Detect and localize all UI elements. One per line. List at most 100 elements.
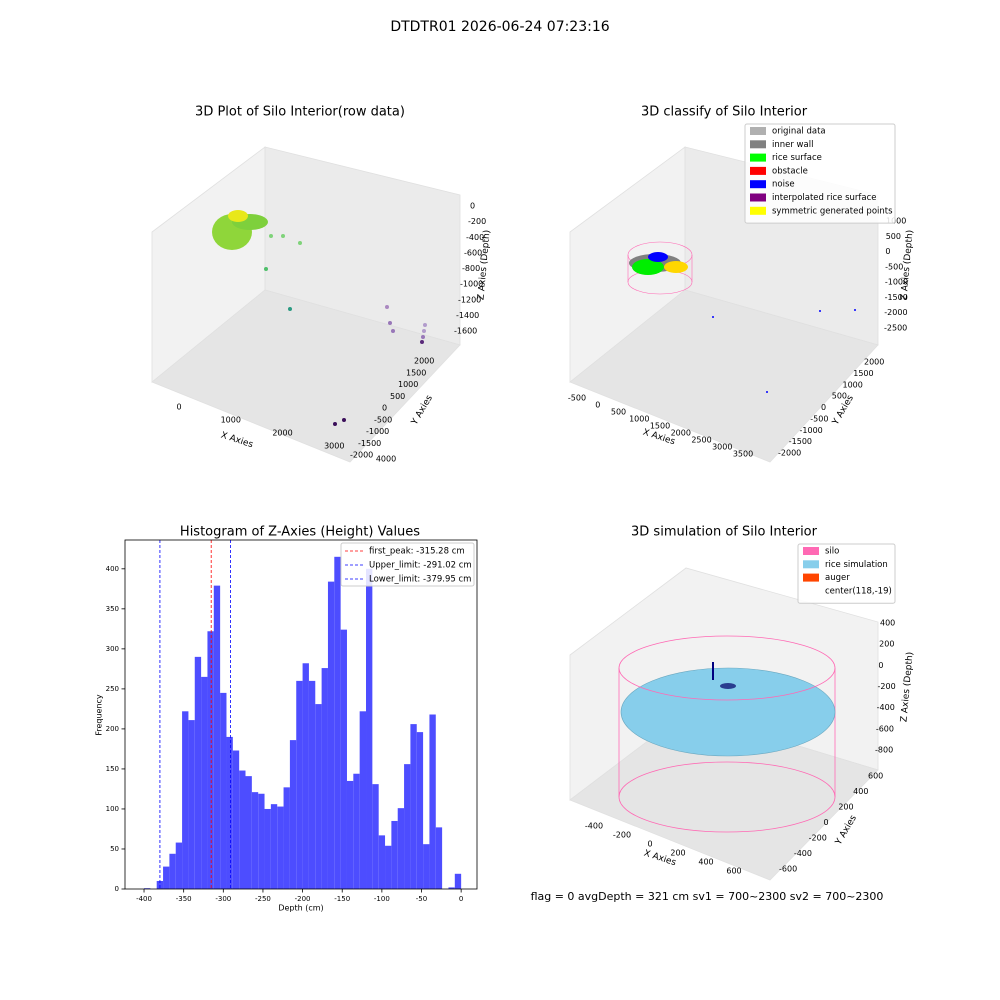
bar	[289, 740, 297, 889]
bar	[334, 556, 341, 889]
bar	[340, 629, 347, 889]
bar	[201, 676, 208, 889]
z-tick-label: -2000	[884, 308, 907, 317]
y-tick-label: 0	[821, 403, 826, 412]
point-cloud	[212, 210, 427, 426]
bar	[182, 711, 189, 889]
x-tick-label: -200	[613, 831, 631, 840]
x-tick-label: -500	[568, 394, 586, 403]
bar	[391, 820, 398, 889]
y-tick-label: 200	[838, 803, 853, 812]
y-tick-label: 2000	[414, 357, 434, 366]
legend-swatch	[803, 560, 819, 569]
bar	[175, 842, 183, 889]
z-tick-label: -500	[885, 262, 903, 271]
x-tick-label: 500	[611, 408, 626, 417]
y-tick-label: 600	[868, 772, 883, 781]
z-tick-label: 1000	[886, 217, 906, 226]
z-tick-label: -400	[877, 703, 895, 712]
y-tick-label: -200	[809, 834, 827, 843]
legend-label: interpolated rice surface	[772, 193, 877, 203]
bar	[270, 804, 278, 889]
x-tick-label: 0	[176, 403, 181, 412]
x-tick-label: 1000	[629, 415, 649, 424]
bar	[410, 724, 417, 889]
y-tick-label: 0	[824, 818, 829, 827]
panel-box	[151, 146, 461, 463]
z-tick-label: 200	[879, 640, 894, 649]
y-tick-label: 500	[390, 392, 405, 401]
bar	[353, 773, 360, 889]
x-tick-label: 3000	[712, 443, 732, 452]
bar	[397, 808, 405, 889]
panel-title: Histogram of Z-Axies (Height) Values	[180, 525, 420, 540]
x-tick-label: 200	[670, 849, 685, 858]
z-tick-label: -1600	[454, 327, 477, 336]
legend-swatch	[750, 127, 766, 135]
legend-label: silo	[825, 547, 839, 557]
x-tick-label: -200	[295, 895, 311, 903]
z-tick-label: 500	[886, 232, 901, 241]
legend-label: rice surface	[772, 153, 822, 163]
z-tick-label: 0	[885, 247, 890, 256]
z-tick-label: -800	[875, 746, 893, 755]
bar	[226, 736, 233, 889]
y-tick-label: 150	[106, 765, 119, 773]
z-tick-label: -600	[464, 248, 482, 257]
x-axis-label: Depth (cm)	[278, 904, 323, 913]
y-tick-label: -1000	[800, 426, 823, 435]
bar	[385, 845, 392, 889]
bar	[429, 714, 436, 889]
bar	[448, 887, 455, 889]
panel-title: 3D simulation of Silo Interior	[631, 525, 818, 540]
bar	[194, 656, 202, 889]
y-tick-label: -500	[374, 415, 392, 424]
x-tick-label: 2000	[272, 429, 292, 438]
x-tick-label: 1000	[221, 416, 241, 425]
classified-cloud	[627, 241, 856, 393]
y-tick-label: 1500	[853, 369, 873, 378]
z-tick-label: -200	[468, 217, 486, 226]
y-tick-label: 250	[106, 685, 119, 693]
x-tick-label: -100	[374, 895, 390, 903]
legend-label: first_peak: -315.28 cm	[369, 547, 465, 557]
y-tick-label: -500	[810, 414, 828, 423]
x-tick-label: -50	[416, 895, 427, 903]
legend-label: original data	[772, 127, 826, 137]
y-tick-label: 50	[110, 845, 119, 853]
bar	[169, 853, 176, 889]
legend-label: center(118,-19)	[825, 586, 892, 596]
legend-swatch	[750, 140, 766, 149]
bar	[258, 793, 265, 889]
legend-label: auger	[825, 573, 850, 583]
z-tick-label: -1500	[885, 293, 908, 302]
plot-frame	[124, 539, 478, 890]
z-axis-label: Z Axies (Depth)	[899, 651, 915, 722]
legend-label: symmetric generated points	[772, 206, 893, 216]
z-tick-label: 0	[878, 661, 883, 670]
bar	[245, 776, 252, 889]
bar	[372, 784, 379, 889]
bar	[359, 711, 367, 889]
legend-label: obstacle	[772, 166, 808, 176]
bar	[435, 827, 443, 889]
bar	[327, 581, 335, 889]
y-tick-label: 100	[106, 805, 119, 813]
legend-label: rice simulation	[825, 560, 888, 570]
z-tick-label: -1000	[460, 280, 483, 289]
x-tick-label: 3000	[324, 442, 344, 451]
x-tick-label: -150	[334, 895, 350, 903]
x-tick-label: 2000	[671, 429, 691, 438]
x-tick-label: -350	[176, 895, 192, 903]
y-tick-label: -1500	[358, 439, 381, 448]
x-tick-label: 400	[698, 858, 713, 867]
y-tick-label: 300	[106, 645, 119, 653]
y-axis-label: Frequency	[95, 694, 104, 736]
bar	[366, 568, 373, 889]
bar	[156, 880, 164, 889]
y-tick-label: -2000	[778, 449, 801, 458]
z-tick-label: 0	[470, 202, 475, 211]
suptitle: DTDTR01 2026-06-24 07:23:16	[390, 19, 609, 35]
legend-label: inner wall	[772, 140, 813, 150]
